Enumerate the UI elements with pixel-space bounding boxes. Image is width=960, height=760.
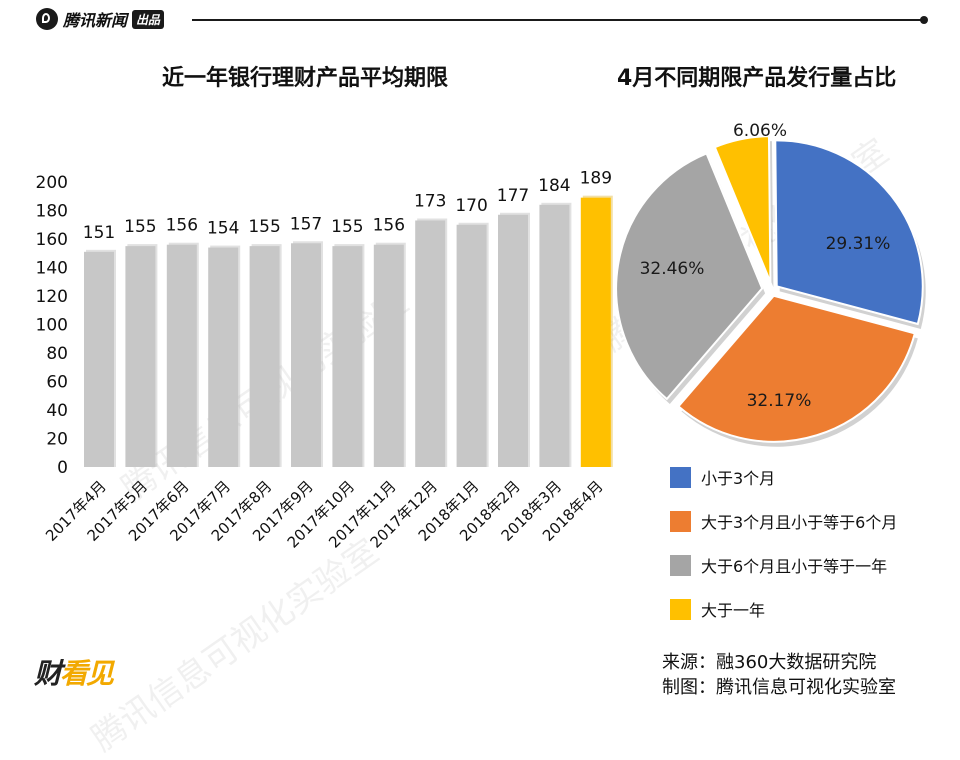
header-rule [192, 19, 924, 21]
bar [580, 197, 611, 468]
bar-value-label: 157 [290, 214, 322, 234]
y-tick-label: 80 [46, 344, 68, 364]
bar-value-label: 155 [331, 217, 363, 237]
y-tick-label: 20 [46, 430, 68, 450]
bar-value-label: 177 [497, 186, 529, 206]
pie-slice [713, 135, 772, 283]
bar [415, 220, 446, 467]
legend-label: 大于一年 [701, 601, 766, 620]
bar [456, 224, 487, 467]
bar-value-label: 184 [538, 176, 570, 196]
bar [125, 246, 156, 467]
y-tick-label: 60 [46, 373, 68, 393]
bar [373, 244, 404, 467]
header: 腾讯新闻 出品 [0, 0, 960, 40]
bar [539, 204, 570, 468]
legend-item: 小于3个月 [670, 455, 897, 499]
pie-value-label: 6.06% [733, 121, 787, 141]
bar [84, 251, 114, 467]
y-tick-label: 0 [57, 458, 68, 478]
pie-slice [774, 139, 924, 326]
legend-item: 大于3个月且小于等于6个月 [670, 499, 897, 543]
tencent-news-logo-icon [36, 8, 58, 30]
source-notes: 来源：融360大数据研究院 制图：腾讯信息可视化实验室 [662, 650, 896, 700]
bar [291, 243, 321, 467]
legend-swatch-orange [670, 510, 691, 532]
pie-chart-title: 4月不同期限产品发行量占比 [617, 66, 897, 91]
charts-canvas: 0204060801001201401601802001512017年4月155… [36, 121, 926, 552]
bar [332, 246, 363, 467]
legend-label: 大于6个月且小于等于一年 [701, 557, 888, 576]
legend-swatch-yellow [670, 598, 691, 620]
made-by-text: 制图：腾讯信息可视化实验室 [662, 677, 896, 698]
bar-value-label: 170 [455, 196, 487, 216]
legend-swatch-gray [670, 554, 691, 576]
bar-value-label: 156 [166, 216, 198, 236]
caikanjian-logo: 财看见 [34, 652, 114, 692]
y-tick-label: 120 [36, 287, 68, 307]
y-tick-label: 40 [46, 401, 68, 421]
bar-value-label: 156 [373, 216, 405, 236]
bar-value-label: 155 [124, 217, 156, 237]
y-tick-label: 100 [36, 316, 68, 336]
bar-value-label: 154 [207, 219, 239, 239]
y-tick-label: 180 [36, 202, 68, 222]
bar-value-label: 151 [83, 223, 115, 243]
logo-accent-text: 看见 [60, 657, 114, 690]
brand-name: 腾讯新闻 [63, 11, 128, 30]
legend-label: 小于3个月 [701, 469, 776, 488]
bar [166, 244, 197, 467]
source-text: 来源：融360大数据研究院 [662, 652, 877, 673]
pie-value-label: 29.31% [826, 234, 891, 254]
pie-slice [615, 152, 764, 401]
bar-value-label: 155 [248, 217, 280, 237]
bar [249, 246, 280, 467]
pie-value-label: 32.17% [747, 391, 812, 411]
legend-item: 大于6个月且小于等于一年 [670, 543, 897, 587]
brand-badge: 出品 [132, 9, 165, 29]
legend-item: 大于一年 [670, 587, 897, 631]
header-rule-end-dot [920, 16, 928, 24]
y-tick-label: 200 [36, 173, 68, 193]
y-tick-label: 160 [36, 230, 68, 250]
pie-slice [677, 294, 917, 443]
bar-chart-title: 近一年银行理财产品平均期限 [162, 66, 449, 91]
y-tick-label: 140 [36, 259, 68, 279]
brand: 腾讯新闻 出品 [36, 7, 165, 31]
legend-swatch-blue [670, 466, 691, 488]
logo-main-text: 财 [34, 657, 62, 690]
pie-legend: 小于3个月 大于3个月且小于等于6个月 大于6个月且小于等于一年 大于一年 [670, 455, 897, 631]
legend-label: 大于3个月且小于等于6个月 [701, 513, 898, 532]
bar [498, 214, 528, 467]
bar [208, 247, 239, 467]
bar-value-label: 189 [580, 169, 612, 189]
pie-value-label: 32.46% [640, 259, 705, 279]
bar-value-label: 173 [414, 191, 446, 211]
